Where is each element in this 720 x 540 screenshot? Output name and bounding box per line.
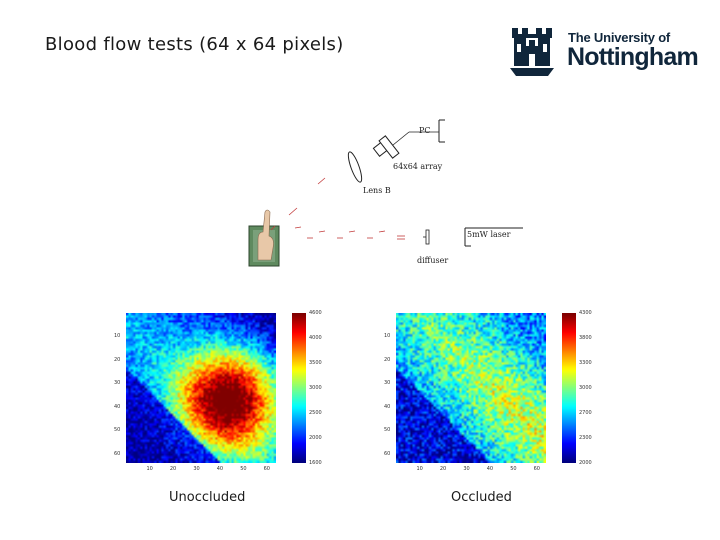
x-tick-label: 50 xyxy=(240,466,247,472)
university-logo: The University of Nottingham xyxy=(508,22,699,78)
x-tick-label: 10 xyxy=(146,466,153,472)
y-tick-label: 40 xyxy=(114,403,121,410)
colorbar-tick-label: 3000 xyxy=(309,385,322,391)
heatmap-image xyxy=(126,313,276,463)
x-tick-label: 50 xyxy=(510,466,517,472)
colorbar-tick-label: 2000 xyxy=(579,460,592,466)
x-tick-label: 60 xyxy=(263,466,270,472)
caption-occluded: Occluded xyxy=(451,490,512,505)
colorbar-tick-label: 2500 xyxy=(309,410,322,416)
y-tick-label: 60 xyxy=(384,450,391,457)
laser-label: 5mW laser xyxy=(467,230,511,239)
pc-box xyxy=(392,119,445,146)
heatmap-image xyxy=(396,313,546,463)
colorbar-tick-label: 3000 xyxy=(579,385,592,391)
y-tick-label: 10 xyxy=(384,333,391,340)
heatmap-occluded: 10 20 30 40 50 60 10 20 30 40 50 60 4300 3800 3300 3000… xyxy=(380,305,602,475)
x-tick-label: 30 xyxy=(463,466,470,472)
x-tick-label: 10 xyxy=(416,466,423,472)
logo-line-2: Nottingham xyxy=(567,43,699,71)
colorbar-tick-label: 4000 xyxy=(309,335,322,341)
y-tick-label: 30 xyxy=(114,380,121,387)
y-tick-label: 50 xyxy=(114,427,121,434)
y-tick-label: 20 xyxy=(384,356,391,363)
colorbar-tick-label: 4300 xyxy=(579,310,592,316)
array-label: 64x64 array xyxy=(393,162,443,171)
colorbar-tick-label: 2700 xyxy=(579,410,592,416)
x-tick-label: 60 xyxy=(533,466,540,472)
y-tick-label: 40 xyxy=(384,403,391,410)
caption-unoccluded: Unoccluded xyxy=(169,490,246,505)
x-tick-label: 30 xyxy=(193,466,200,472)
colorbar-tick-label: 3300 xyxy=(579,360,592,366)
colorbar-tick-label: 2000 xyxy=(309,435,322,441)
y-tick-label: 30 xyxy=(384,380,391,387)
lens-icon xyxy=(347,151,363,183)
colorbar xyxy=(292,313,306,463)
x-tick-label: 20 xyxy=(439,466,447,472)
colorbar-tick-label: 3500 xyxy=(309,360,322,366)
y-tick-label: 20 xyxy=(114,356,121,363)
diffuser-label: diffuser xyxy=(417,256,449,265)
logo-line-1: The University of xyxy=(568,30,671,45)
y-tick-label: 50 xyxy=(384,427,391,434)
heatmap-unoccluded: 10 20 30 40 50 60 10 20 30 40 50 60 4600 4000 3500 3000… xyxy=(110,305,332,475)
x-tick-label: 40 xyxy=(486,466,494,472)
x-tick-label: 20 xyxy=(169,466,177,472)
y-tick-label: 10 xyxy=(114,333,121,340)
castle-crest-icon xyxy=(510,28,554,76)
y-tick-label: 60 xyxy=(114,450,121,457)
lens-label: Lens B xyxy=(363,186,391,195)
colorbar xyxy=(562,313,576,463)
optical-setup-diagram: PC 64x64 array Lens B 5mW laser diffuser xyxy=(245,112,535,272)
slide-title: Blood flow tests (64 x 64 pixels) xyxy=(45,34,344,55)
colorbar-tick-label: 1600 xyxy=(309,460,322,466)
x-tick-label: 40 xyxy=(216,466,224,472)
colorbar-tick-label: 2300 xyxy=(579,435,592,441)
laser-icon xyxy=(464,227,523,247)
pc-label: PC xyxy=(419,126,431,135)
camera-icon xyxy=(372,135,400,159)
diffuser-icon xyxy=(423,229,430,245)
colorbar-tick-label: 3800 xyxy=(579,335,592,341)
colorbar-tick-label: 4600 xyxy=(309,310,322,316)
finger-photo-icon xyxy=(248,209,280,267)
